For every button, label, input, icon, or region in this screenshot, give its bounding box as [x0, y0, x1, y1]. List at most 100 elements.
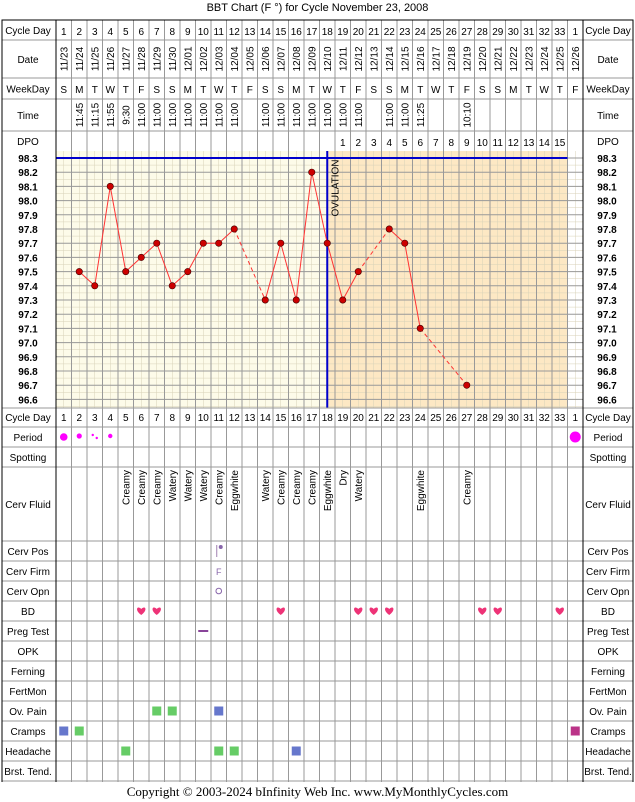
temp-point-day-11 [215, 239, 223, 247]
cycle-day-header-27: 27 [461, 27, 473, 38]
ov-pain-label-right: Ov. Pain [589, 707, 627, 718]
cycle-day-footer-30: 30 [508, 413, 520, 424]
cerv-fluid-day-20: Watery [354, 470, 365, 501]
cycle-day-footer-12: 12 [229, 413, 241, 424]
cycle-day-bottom-label-left: Cycle Day [5, 413, 51, 424]
cerv-fluid-day-9: Watery [183, 470, 194, 501]
date-16: 12/08 [292, 46, 303, 71]
temp-segment-7-8 [156, 243, 173, 286]
cycle-day-footer-18: 18 [322, 413, 334, 424]
cycle-day-header-14: 14 [260, 27, 272, 38]
temp-point-day-14 [261, 296, 269, 304]
weekday-31: T [526, 85, 532, 96]
weekday-2: M [75, 85, 83, 96]
temp-point-day-20 [354, 268, 362, 276]
cycle-day-footer-10: 10 [198, 413, 210, 424]
dpo-22: 4 [386, 138, 392, 149]
dpo-32: 14 [539, 138, 551, 149]
cerv-pos-label-right: Cerv Pos [587, 547, 628, 558]
cycle-day-footer-21: 21 [368, 413, 380, 424]
cerv-opn-label-right: Cerv Opn [587, 587, 630, 598]
temp-point-day-3 [91, 282, 99, 290]
bd-label-right: BD [601, 607, 615, 618]
bd-heart-day-33 [555, 607, 564, 615]
weekday-label-left: WeekDay [6, 85, 49, 96]
cycle-day-header-13: 13 [244, 27, 256, 38]
cerv-pos-mark [216, 545, 223, 557]
cycle-day-header-33: 33 [554, 27, 566, 38]
cycle-day-header-17: 17 [306, 27, 318, 38]
cycle-day-footer-15: 15 [275, 413, 287, 424]
y-tick-right-98.0: 98.0 [597, 197, 617, 208]
cycle-day-header-23: 23 [399, 27, 411, 38]
copyright-footer: Copyright © 2003-2024 bInfinity Web Inc.… [126, 784, 509, 799]
y-tick-left-97.4: 97.4 [18, 282, 38, 293]
cerv-fluid-day-8: Watery [168, 470, 179, 501]
weekday-20: F [355, 85, 361, 96]
preg-test-label-right: Preg Test [587, 627, 629, 638]
cycle-day-header-6: 6 [138, 27, 144, 38]
period-mark-day-1 [59, 433, 68, 441]
pre-ovulation-region [56, 151, 328, 408]
cycle-day-header-29: 29 [492, 27, 504, 38]
cycle-day-footer-19: 19 [337, 413, 349, 424]
y-tick-right-98.2: 98.2 [597, 168, 617, 179]
post-ovulation-region [327, 151, 568, 408]
temp-point-day-18 [323, 239, 331, 247]
dpo-20: 2 [355, 138, 361, 149]
y-tick-left-98.1: 98.1 [18, 182, 38, 193]
ferning-label-right: Ferning [591, 667, 625, 678]
date-33: 12/25 [555, 46, 566, 71]
cycle-day-header-21: 21 [368, 27, 380, 38]
cycle-day-footer-17: 17 [306, 413, 318, 424]
date-1: 11/23 [59, 46, 70, 71]
time-label-left: Time [17, 111, 39, 122]
temp-point-day-9 [184, 268, 192, 276]
cycle-day-footer-24: 24 [415, 413, 427, 424]
cycle-day-footer-8: 8 [169, 413, 175, 424]
cycle-day-footer-28: 28 [477, 413, 489, 424]
date-17: 12/09 [307, 46, 318, 71]
cerv-fluid-label-left: Cerv Fluid [5, 500, 51, 511]
weekday-29: S [494, 85, 501, 96]
weekday-5: T [123, 85, 129, 96]
cycle-day-footer-7: 7 [154, 413, 160, 424]
cycle-day-header-3: 3 [92, 27, 98, 38]
y-tick-left-96.6: 96.6 [18, 395, 38, 406]
time-22: 11:00 [385, 102, 396, 127]
dpo-label-left: DPO [17, 137, 39, 148]
cerv-fluid-day-24: Eggwhite [416, 470, 427, 512]
cycle-day-header-19: 19 [337, 27, 349, 38]
ov-pain-label-left: Ov. Pain [9, 707, 47, 718]
cycle-day-header-10: 10 [198, 27, 210, 38]
date-label-left: Date [17, 55, 39, 66]
temp-point-day-8 [168, 282, 176, 290]
cycle-day-header-26: 26 [446, 27, 458, 38]
cycle-day-footer-26: 26 [446, 413, 458, 424]
temp-point-day-12 [230, 225, 238, 233]
dpo-28: 10 [477, 138, 489, 149]
cramps-label-left: Cramps [10, 727, 45, 738]
preg-test-label-left: Preg Test [7, 627, 49, 638]
cerv-fluid-day-14: Watery [261, 470, 272, 501]
y-tick-left-97.0: 97.0 [18, 339, 38, 350]
time-9: 11:00 [183, 102, 194, 127]
period-label-left: Period [14, 433, 43, 444]
bd-heart-day-29 [493, 607, 502, 615]
period-mark-day-3 [91, 433, 98, 440]
headache-label-left: Headache [5, 747, 51, 758]
temp-segment-18-19 [326, 243, 344, 301]
temp-segment-19-20 [342, 271, 359, 301]
cycle-day-footer-2: 2 [76, 413, 82, 424]
weekday-27: F [464, 85, 470, 96]
cycle-day-header-9: 9 [185, 27, 191, 38]
dpo-31: 13 [523, 138, 535, 149]
time-16: 11:00 [292, 102, 303, 127]
date-9: 12/01 [183, 46, 194, 71]
weekday-9: M [184, 85, 192, 96]
date-13: 12/05 [245, 46, 256, 71]
y-tick-right-96.9: 96.9 [597, 353, 617, 364]
date-2: 11/24 [75, 46, 86, 71]
y-tick-right-96.7: 96.7 [597, 381, 617, 392]
temp-point-day-17 [308, 168, 316, 176]
